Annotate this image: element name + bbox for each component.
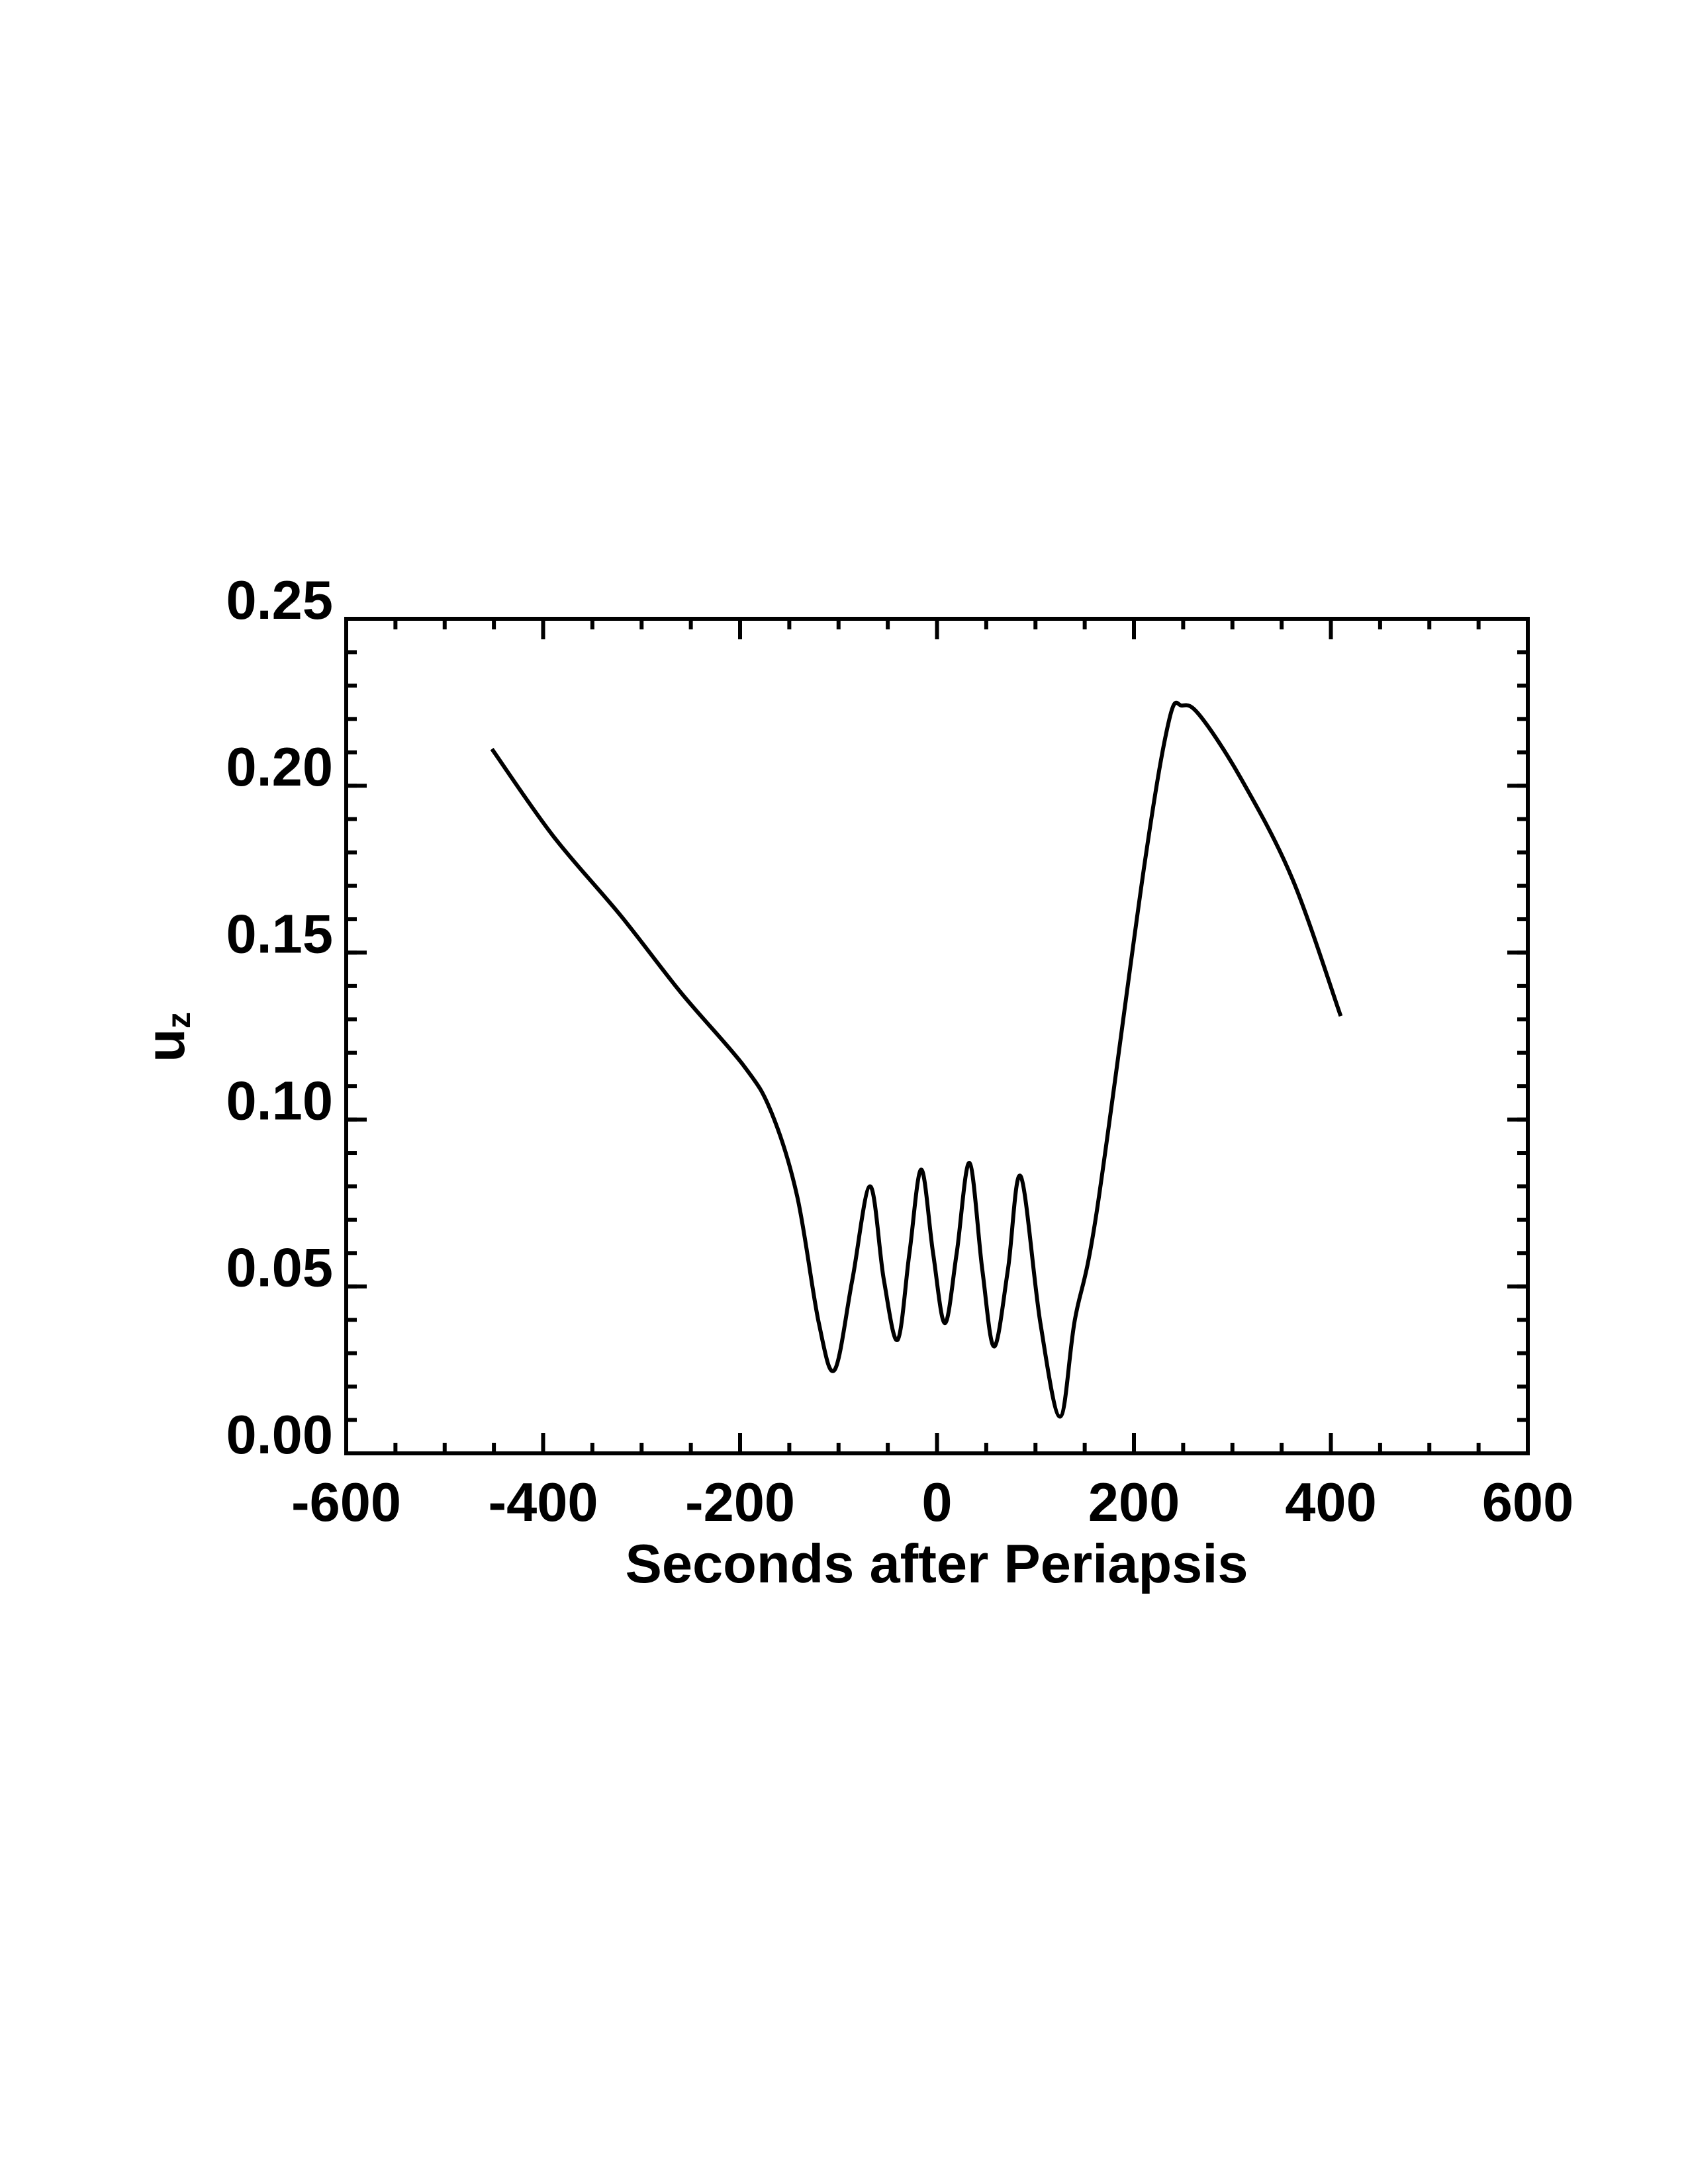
x-tick-label: 0 xyxy=(921,1471,952,1533)
x-tick-label: -600 xyxy=(291,1471,401,1533)
x-tick-label: -200 xyxy=(685,1471,795,1533)
x-axis-label: Seconds after Periapsis xyxy=(625,1533,1248,1594)
x-tick-label: 400 xyxy=(1285,1471,1376,1533)
x-tick-label: -400 xyxy=(488,1471,598,1533)
plot-frame xyxy=(344,617,1530,1455)
y-tick-label: 0.10 xyxy=(226,1070,333,1132)
x-tick-label: 200 xyxy=(1088,1471,1180,1533)
y-tick-label: 0.25 xyxy=(226,569,333,631)
y-axis-label-subscript: z xyxy=(160,1012,197,1028)
data-line xyxy=(490,700,1343,1419)
y-tick-label: 0.20 xyxy=(226,736,333,797)
y-axis-label-main: u xyxy=(134,1028,196,1062)
y-tick-label: 0.00 xyxy=(226,1404,333,1465)
y-tick-label: 0.15 xyxy=(226,903,333,964)
x-tick-label: 600 xyxy=(1482,1471,1573,1533)
y-axis-label: uz xyxy=(134,1012,197,1062)
y-tick-label: 0.05 xyxy=(226,1237,333,1298)
